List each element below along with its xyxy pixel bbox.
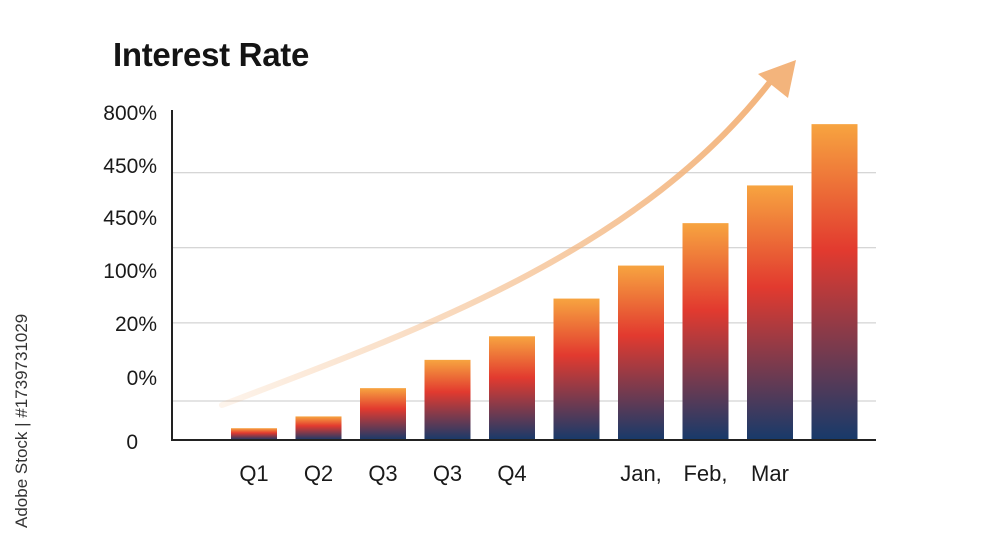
y-tick-label: 0 xyxy=(126,431,138,454)
y-tick-label: 450% xyxy=(103,207,157,230)
bar xyxy=(424,359,471,440)
x-tick-label: Mar xyxy=(751,461,789,486)
trend-arrow xyxy=(219,60,796,408)
bar xyxy=(231,428,277,440)
bar xyxy=(489,336,535,440)
x-tick-label: Q4 xyxy=(497,461,526,486)
y-axis-ticks: 0 0% 20% 100% 450% 450% 800% xyxy=(103,102,157,454)
x-tick-label: Jan, xyxy=(620,461,662,486)
bar xyxy=(553,298,600,440)
axes xyxy=(171,110,876,441)
trend-arrow-shaft xyxy=(219,79,773,408)
y-tick-label: 100% xyxy=(103,260,157,283)
y-tick-label: 20% xyxy=(115,313,157,336)
y-tick-label: 0% xyxy=(127,367,157,390)
x-tick-label: Q1 xyxy=(239,461,268,486)
x-tick-label: Q3 xyxy=(433,461,462,486)
bars xyxy=(231,124,858,441)
stock-id-watermark: Adobe Stock | #1739731029 xyxy=(12,313,31,528)
x-tick-label: Q2 xyxy=(304,461,333,486)
chart-title: Interest Rate xyxy=(113,36,310,73)
x-axis-ticks: Q1 Q2 Q3 Q3 Q4 Jan, Feb, Mar xyxy=(239,461,789,486)
bar xyxy=(811,124,858,441)
y-tick-label: 450% xyxy=(103,155,157,178)
y-tick-label: 800% xyxy=(103,102,157,125)
trend-arrow-head xyxy=(758,60,796,98)
bar xyxy=(295,416,342,440)
bar xyxy=(360,388,406,440)
x-tick-label: Q3 xyxy=(368,461,397,486)
bar xyxy=(682,223,729,440)
x-tick-label: Feb, xyxy=(683,461,727,486)
bar xyxy=(747,185,793,440)
bar xyxy=(618,265,664,440)
